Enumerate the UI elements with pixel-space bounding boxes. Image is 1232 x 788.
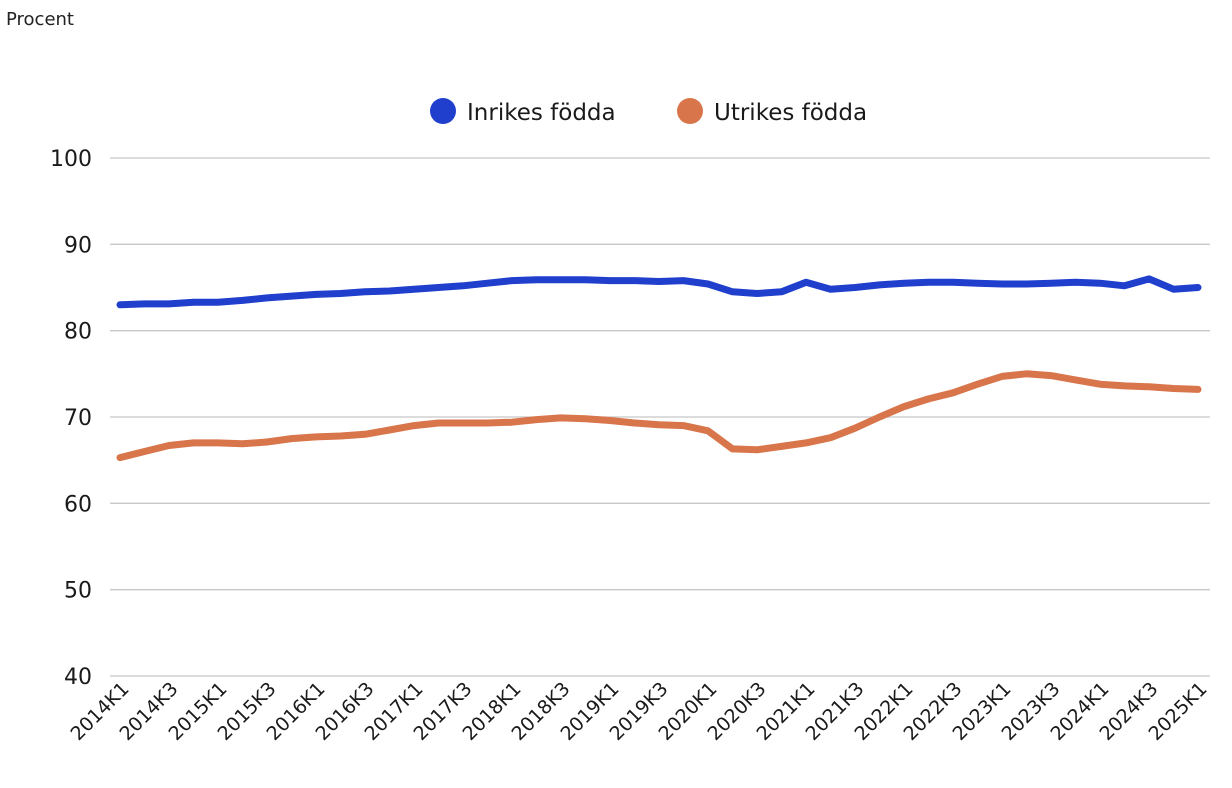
legend-marker [430, 98, 456, 124]
y-tick-label: 40 [64, 665, 92, 690]
y-tick-label: 100 [50, 147, 92, 172]
series-lines [116, 275, 1202, 462]
legend-item: Inrikes födda [430, 98, 616, 126]
y-tick-label: 80 [64, 320, 92, 345]
series-line-utrikes [116, 370, 1202, 462]
y-tick-label: 90 [64, 233, 92, 258]
y-axis-ticks: 40 50 60 70 80 90 100 [50, 147, 92, 690]
legend-label: Utrikes födda [714, 100, 867, 126]
gridlines [110, 157, 1210, 677]
legend: Inrikes födda Utrikes födda [430, 98, 867, 126]
legend-label: Inrikes födda [467, 100, 616, 126]
y-axis-unit-label: Procent [6, 9, 74, 30]
legend-item: Utrikes födda [677, 98, 867, 126]
y-tick-label: 60 [64, 492, 92, 517]
y-tick-label: 70 [64, 406, 92, 431]
y-tick-label: 50 [64, 579, 92, 604]
legend-marker [677, 98, 703, 124]
x-axis-ticks: 2014K12014K32015K12015K32016K12016K32017… [66, 678, 1211, 745]
series-line-inrikes [116, 275, 1202, 309]
